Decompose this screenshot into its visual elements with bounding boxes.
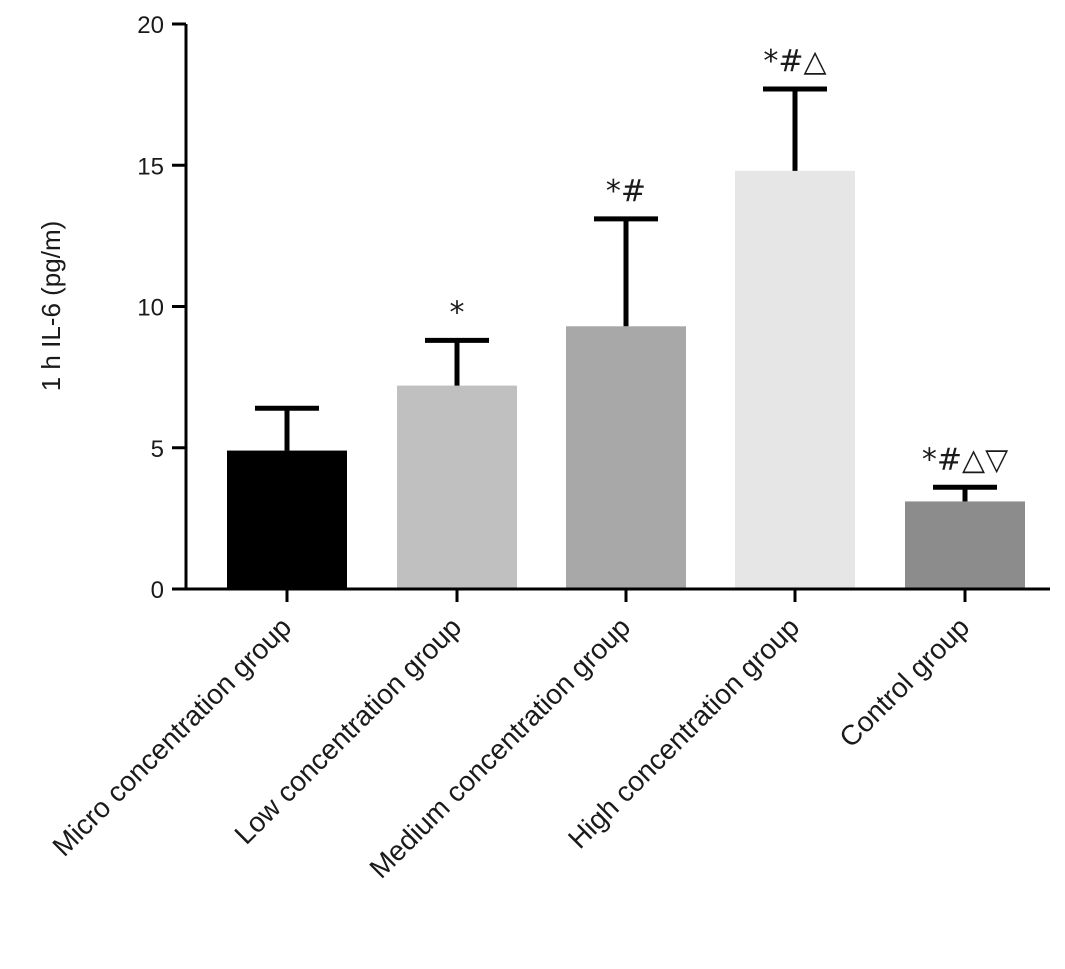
y-tick-label-0: 0 bbox=[151, 577, 164, 604]
bar-3 bbox=[566, 326, 686, 589]
bar-1 bbox=[227, 450, 347, 589]
significance-label-3: *# bbox=[606, 174, 646, 209]
y-axis-label: 1 h IL-6 (pg/m) bbox=[36, 221, 66, 392]
x-category-label-5: Control group bbox=[833, 611, 975, 753]
y-tick-label-5: 5 bbox=[151, 436, 164, 463]
y-tick-label-10: 10 bbox=[137, 295, 164, 322]
y-tick-label-20: 20 bbox=[137, 12, 164, 39]
significance-label-4: *#△ bbox=[763, 44, 826, 79]
bar-2 bbox=[397, 385, 517, 589]
bar-4 bbox=[735, 170, 855, 589]
bar-5 bbox=[905, 501, 1025, 589]
y-tick-label-15: 15 bbox=[137, 153, 164, 180]
significance-label-5: *#△▽ bbox=[922, 442, 1008, 477]
significance-label-2: * bbox=[450, 295, 465, 330]
